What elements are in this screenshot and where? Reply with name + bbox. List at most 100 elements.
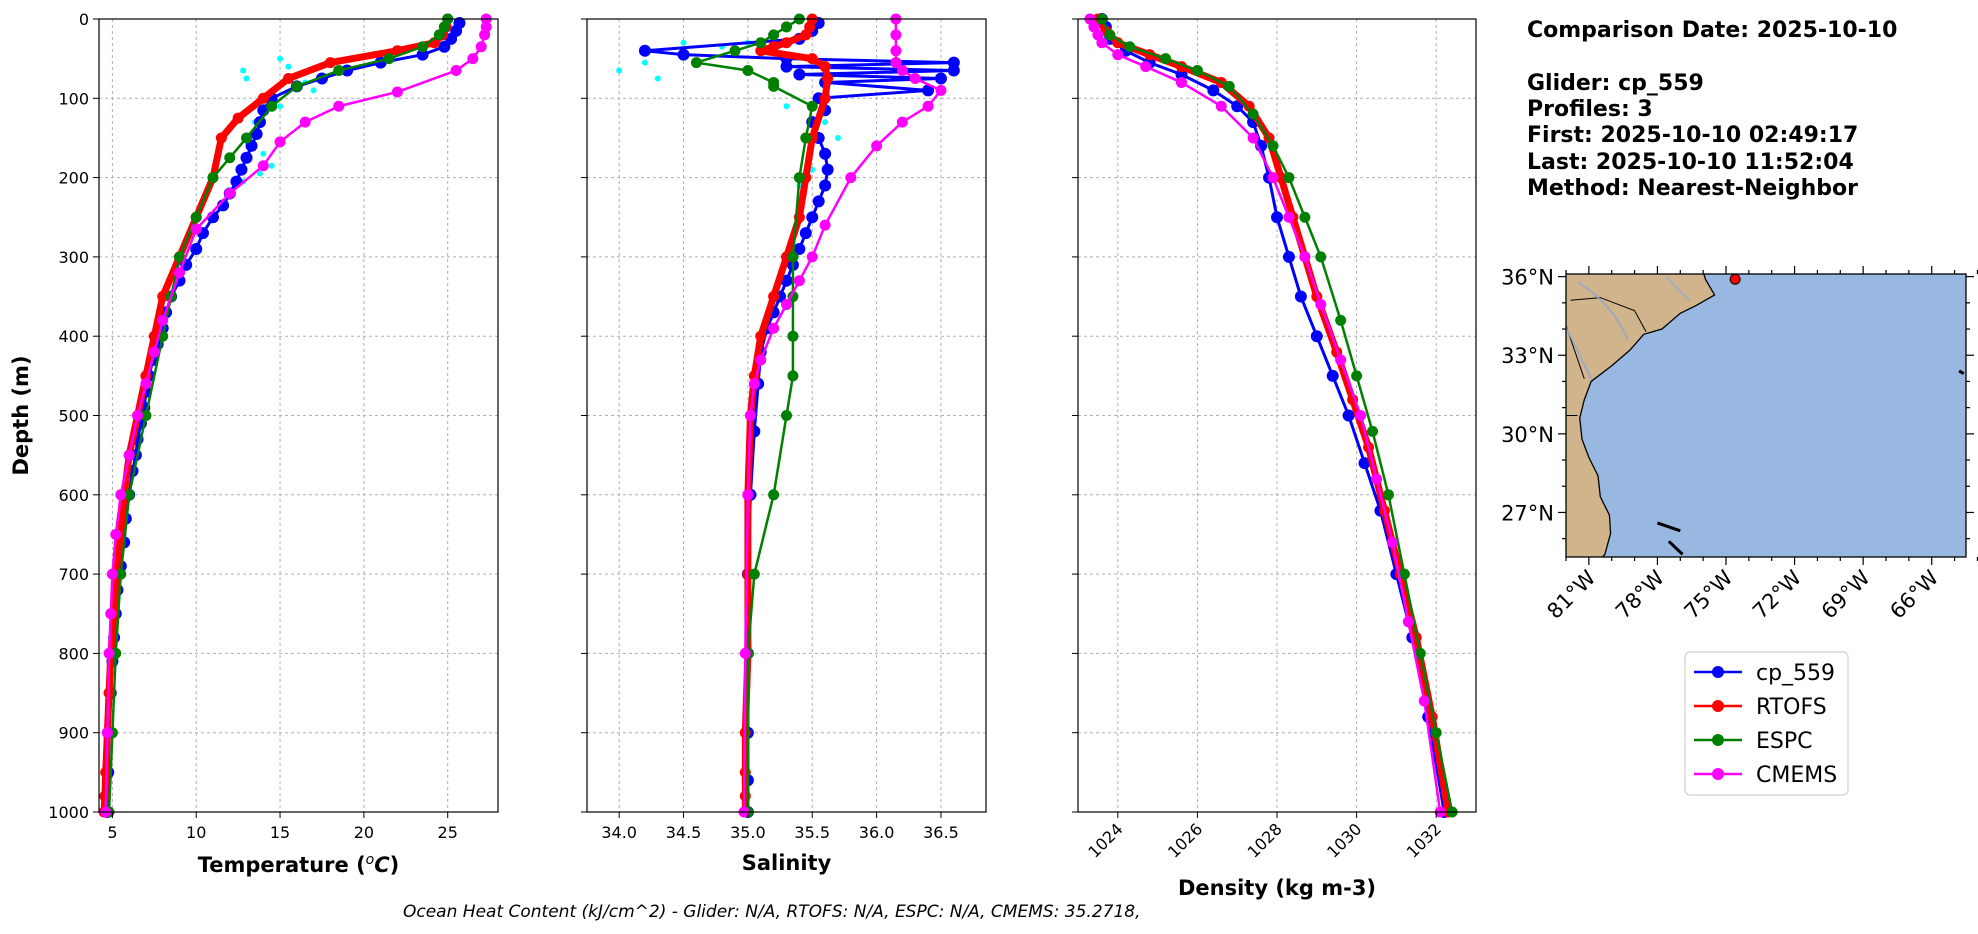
data-point [479, 29, 491, 41]
series-ESPC [690, 13, 818, 818]
series-CMEMS [100, 13, 492, 818]
data-point [781, 410, 792, 421]
legend-entry-cp_559: cp_559 [1694, 661, 1835, 686]
legend-label: cp_559 [1756, 661, 1835, 686]
x-tick-label: 1024 [1084, 819, 1126, 861]
data-point [475, 41, 487, 53]
data-point [1371, 473, 1382, 485]
data-point [812, 195, 825, 208]
data-point [739, 647, 751, 659]
map-lon-label: 81°W [1542, 565, 1600, 623]
data-point [173, 251, 185, 263]
state-border [1566, 323, 1585, 379]
x-tick-label: 1032 [1403, 819, 1445, 861]
unit-c: C [374, 853, 390, 877]
x-tick-label: 20 [354, 823, 374, 842]
data-point [755, 37, 767, 49]
data-point [819, 179, 832, 192]
data-point [793, 275, 805, 287]
data-point [157, 314, 169, 326]
y-tick-label: 1000 [48, 803, 89, 822]
data-point [1315, 251, 1327, 263]
data-point [800, 29, 812, 41]
data-point [1315, 298, 1327, 310]
data-point [1124, 41, 1136, 53]
data-point [793, 242, 806, 255]
data-point [105, 608, 117, 620]
legend-marker [1712, 768, 1724, 780]
profile-count: Profiles: 3 [1527, 97, 1653, 122]
data-point [806, 251, 818, 263]
data-point [819, 92, 831, 104]
data-point [274, 136, 286, 148]
y-tick-label: 500 [58, 407, 89, 426]
data-point [115, 489, 127, 501]
map-frame [1565, 273, 1967, 558]
data-point [1398, 568, 1410, 580]
data-point [768, 41, 780, 53]
data-point [1299, 251, 1311, 263]
data-point [1191, 65, 1203, 77]
data-point [106, 568, 118, 580]
data-point [157, 291, 169, 303]
data-point [768, 489, 780, 501]
data-point [438, 40, 451, 53]
data-point [123, 449, 135, 461]
x-axis-label: Salinity [742, 851, 832, 875]
paren: ) [390, 853, 400, 877]
data-point [845, 172, 857, 184]
river [1666, 276, 1690, 301]
data-point [890, 29, 902, 41]
x-tick-label: 1028 [1244, 819, 1286, 861]
data-point [299, 116, 311, 128]
data-point [1326, 369, 1339, 382]
data-point [1355, 410, 1367, 421]
data-point [781, 37, 792, 49]
map-lon-label: 75°W [1680, 565, 1738, 623]
raw-point [277, 103, 284, 110]
x-tick-label: 34.0 [601, 823, 637, 842]
data-point [148, 346, 160, 358]
data-point [173, 267, 185, 279]
panel-density: 1024 1026 1028 1030 1032 Density (kg m-3) [1072, 13, 1477, 900]
bermuda [1958, 369, 1965, 375]
data-point [333, 65, 345, 77]
raw-point [822, 119, 829, 126]
data-point [768, 80, 780, 92]
raw-point [240, 67, 247, 74]
data-point [729, 45, 741, 57]
data-point [1358, 457, 1371, 470]
data-point [793, 68, 806, 81]
data-point [1342, 409, 1355, 422]
data-point [742, 65, 754, 77]
data-point [787, 370, 799, 382]
data-point [780, 60, 793, 73]
data-point [638, 44, 651, 57]
map-lat-label: 36°N [1501, 266, 1554, 290]
panel-temperature: 5 10 15 20 25 0 100 200 300 400 500 600 700 800 900 100… [9, 10, 499, 877]
data-point [755, 330, 767, 342]
data-point [115, 568, 127, 580]
data-point [793, 172, 805, 184]
data-point [1267, 140, 1279, 152]
y-tick-label: 700 [58, 565, 89, 584]
island [1656, 521, 1681, 533]
data-point [947, 64, 960, 77]
data-point [140, 410, 152, 421]
data-point [266, 100, 278, 112]
location-map: 81°W 78°W 75°W 72°W 69°W 66°W 36°N 33°N 30°N 27°N [1501, 266, 1978, 624]
legend: cp_559 RTOFS ESPC CMEMS [1684, 651, 1849, 796]
data-point [1310, 330, 1323, 343]
raw-point [783, 103, 790, 110]
x-axis-label: Temperature (oC) [198, 852, 400, 877]
data-point [101, 727, 113, 739]
data-point [383, 53, 395, 65]
data-point [781, 21, 792, 33]
series-CMEMS [1084, 13, 1446, 818]
y-tick-label: 600 [58, 486, 89, 505]
data-point [1104, 29, 1116, 41]
data-point [140, 378, 152, 390]
data-point [215, 132, 227, 144]
x-tick-label: 25 [438, 823, 458, 842]
raw-point [256, 170, 263, 177]
